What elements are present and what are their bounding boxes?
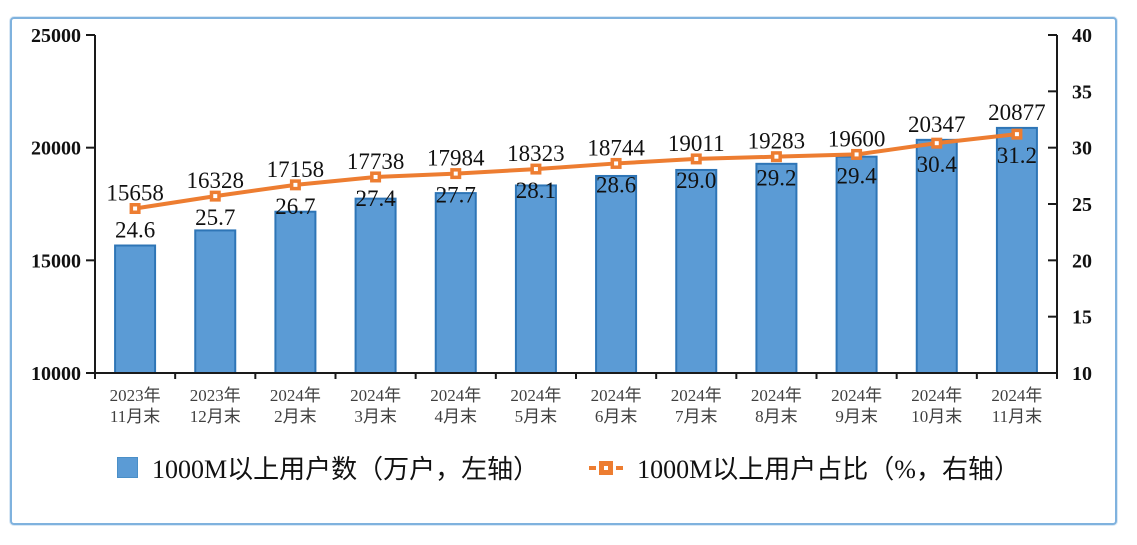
x-axis-label-line1: 2023年	[190, 386, 241, 405]
bar-value-label: 18744	[587, 135, 645, 160]
x-axis-label-line1: 2024年	[751, 386, 802, 405]
bar	[514, 184, 557, 374]
legend-item-bar-series: 1000M以上用户数（万户，左轴）	[117, 449, 539, 486]
bar-value-label: 19600	[828, 126, 886, 151]
bar-value-label: 17984	[427, 146, 485, 171]
line-marker-center	[614, 161, 619, 166]
line-series	[134, 132, 1018, 211]
right-axis-tick-label: 25	[1072, 194, 1092, 216]
x-axis-label-line2: 2月末	[274, 407, 317, 426]
legend-label-line-series: 1000M以上用户占比（%，右轴）	[637, 455, 1020, 484]
x-axis-label-line2: 11月末	[110, 407, 160, 426]
pct-value-label: 31.2	[997, 143, 1037, 168]
left-axis-tick-label: 25000	[31, 25, 81, 47]
x-axis-label-line1: 2024年	[510, 386, 561, 405]
x-axis-label-line2: 11月末	[992, 407, 1042, 426]
x-axis-label-line2: 4月末	[435, 407, 478, 426]
line-marker-center	[453, 171, 458, 176]
x-axis-label-line1: 2024年	[350, 386, 401, 405]
bar	[114, 244, 157, 374]
line-marker-center	[774, 154, 779, 159]
bar	[915, 138, 958, 374]
x-axis-label-line2: 8月末	[755, 407, 798, 426]
line-marker-center	[1014, 132, 1019, 137]
pct-value-label: 25.7	[195, 205, 235, 230]
bar-value-label: 17158	[267, 157, 325, 182]
bar	[675, 168, 718, 374]
pct-value-label: 26.7	[275, 194, 315, 219]
line-marker-center	[373, 174, 378, 179]
pct-value-label: 29.0	[676, 168, 716, 193]
right-axis-tick-label: 10	[1072, 363, 1092, 385]
x-axis-label-line1: 2024年	[430, 386, 481, 405]
bar-value-label: 18323	[507, 141, 565, 166]
pct-value-label: 30.4	[917, 152, 958, 177]
right-axis-tick-label: 15	[1072, 307, 1092, 329]
right-axis-tick-label: 35	[1072, 81, 1092, 103]
line-marker-center	[293, 182, 298, 187]
x-axis-label-line1: 2024年	[991, 386, 1042, 405]
pct-value-label: 27.7	[436, 183, 476, 208]
x-axis-label-line1: 2024年	[911, 386, 962, 405]
bar-value-label: 20877	[988, 100, 1046, 125]
x-axis-label-line1: 2024年	[671, 386, 722, 405]
x-axis-label-line1: 2024年	[591, 386, 642, 405]
pct-value-label: 27.4	[355, 186, 396, 211]
x-axis-label-line2: 6月末	[595, 407, 638, 426]
x-axis-label-line2: 9月末	[835, 407, 878, 426]
bar	[835, 155, 878, 374]
legend-label-bar-series: 1000M以上用户数（万户，左轴）	[152, 455, 540, 484]
line-marker-center	[213, 194, 218, 199]
left-axis-tick-label: 20000	[31, 138, 81, 160]
x-axis-label-line2: 12月末	[190, 407, 241, 426]
bar-series-swatch-icon	[117, 457, 139, 478]
bar	[434, 192, 477, 374]
bar	[274, 210, 317, 374]
right-axis-tick-label: 20	[1072, 250, 1092, 272]
left-axis-tick-label: 15000	[31, 250, 81, 272]
line-marker-center	[934, 141, 939, 146]
line-series-marker-icon	[589, 460, 624, 475]
bar-value-label: 16328	[187, 168, 245, 193]
x-axis-label-line2: 7月末	[675, 407, 718, 426]
pct-value-label: 28.1	[516, 178, 556, 203]
bar	[755, 162, 798, 374]
pct-value-label: 29.4	[836, 163, 877, 188]
bar	[595, 174, 638, 374]
line-marker-center	[694, 156, 699, 161]
x-axis-label-line2: 3月末	[354, 407, 397, 426]
bar-value-label: 19011	[668, 131, 725, 156]
line-marker-center	[533, 167, 538, 172]
x-axis-label-line2: 10月末	[911, 407, 962, 426]
bar-value-label: 17738	[347, 149, 405, 174]
legend-item-line-series: 1000M以上用户占比（%，右轴）	[589, 449, 1020, 486]
combo-chart-plot: 15658 16328 17158 17738 17984 18323 18744 19011…	[31, 25, 1092, 426]
x-axis-label-line1: 2024年	[270, 386, 321, 405]
bar-value-label: 19283	[748, 129, 806, 154]
x-axis-label-line1: 2023年	[110, 386, 161, 405]
pct-value-label: 24.6	[115, 218, 155, 243]
line-marker-center	[133, 206, 138, 211]
right-axis-tick-label: 40	[1072, 25, 1092, 47]
line-marker-center	[854, 152, 859, 157]
chart-legend: 1000M以上用户数（万户，左轴） 1000M以上用户占比（%，右轴）	[0, 449, 1137, 486]
bar	[354, 197, 397, 374]
pct-value-label: 28.6	[596, 172, 636, 197]
right-axis-tick-label: 30	[1072, 138, 1092, 160]
x-axis-label-line2: 5月末	[515, 407, 558, 426]
bar-value-label: 20347	[908, 112, 966, 137]
bar-value-label: 15658	[106, 181, 164, 206]
left-axis-tick-label: 10000	[31, 363, 81, 385]
bar	[194, 229, 237, 374]
pct-value-label: 29.2	[756, 166, 796, 191]
x-axis-label-line1: 2024年	[831, 386, 882, 405]
